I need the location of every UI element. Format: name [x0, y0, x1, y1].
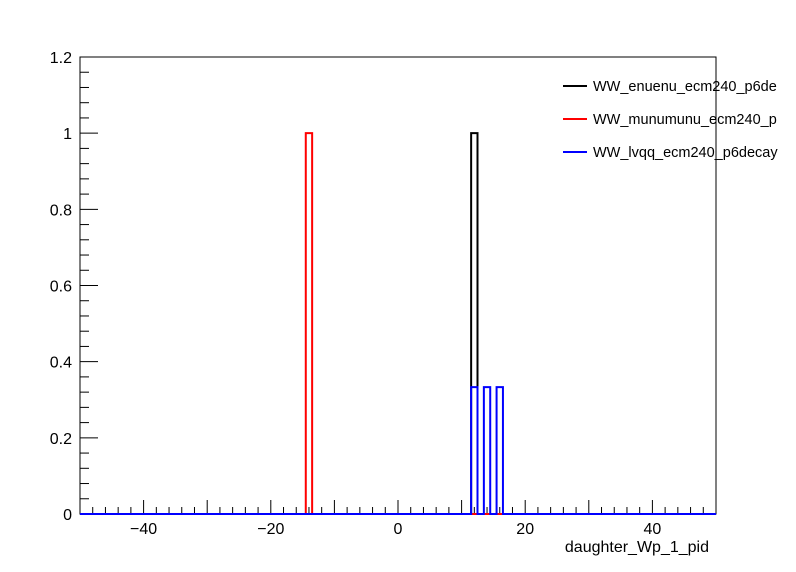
y-tick-label: 1	[63, 126, 72, 143]
legend-label: WW_munumunu_ecm240_p	[593, 112, 777, 128]
series-line-1	[80, 132, 716, 515]
series-line-0	[80, 132, 716, 515]
legend: WW_enuenu_ecm240_p6de WW_munumunu_ecm240_…	[563, 79, 778, 161]
y-tick-label: 0.4	[50, 355, 72, 372]
x-axis-title: daughter_Wp_1_pid	[565, 539, 709, 556]
series-line-2	[80, 386, 716, 515]
y-tick-label: 0.2	[50, 431, 72, 448]
y-tick-label: 0.8	[50, 202, 72, 219]
y-tick-label: 0	[63, 507, 72, 524]
y-tick-label: 1.2	[50, 50, 72, 67]
legend-label: WW_lvqq_ecm240_p6decay	[593, 145, 778, 161]
x-axis: −40 −20 0 20 40	[79, 500, 717, 538]
x-tick-label: −40	[130, 521, 157, 538]
x-tick-label: −20	[257, 521, 284, 538]
series-layer	[80, 132, 716, 515]
legend-label: WW_enuenu_ecm240_p6de	[593, 79, 777, 95]
y-tick-label: 0.6	[50, 279, 72, 296]
x-tick-label: 20	[516, 521, 534, 538]
y-axis: 0 0.2 0.4 0.6 0.8 1 1.2	[50, 50, 98, 524]
x-tick-label: 40	[644, 521, 662, 538]
x-tick-label: 0	[394, 521, 403, 538]
